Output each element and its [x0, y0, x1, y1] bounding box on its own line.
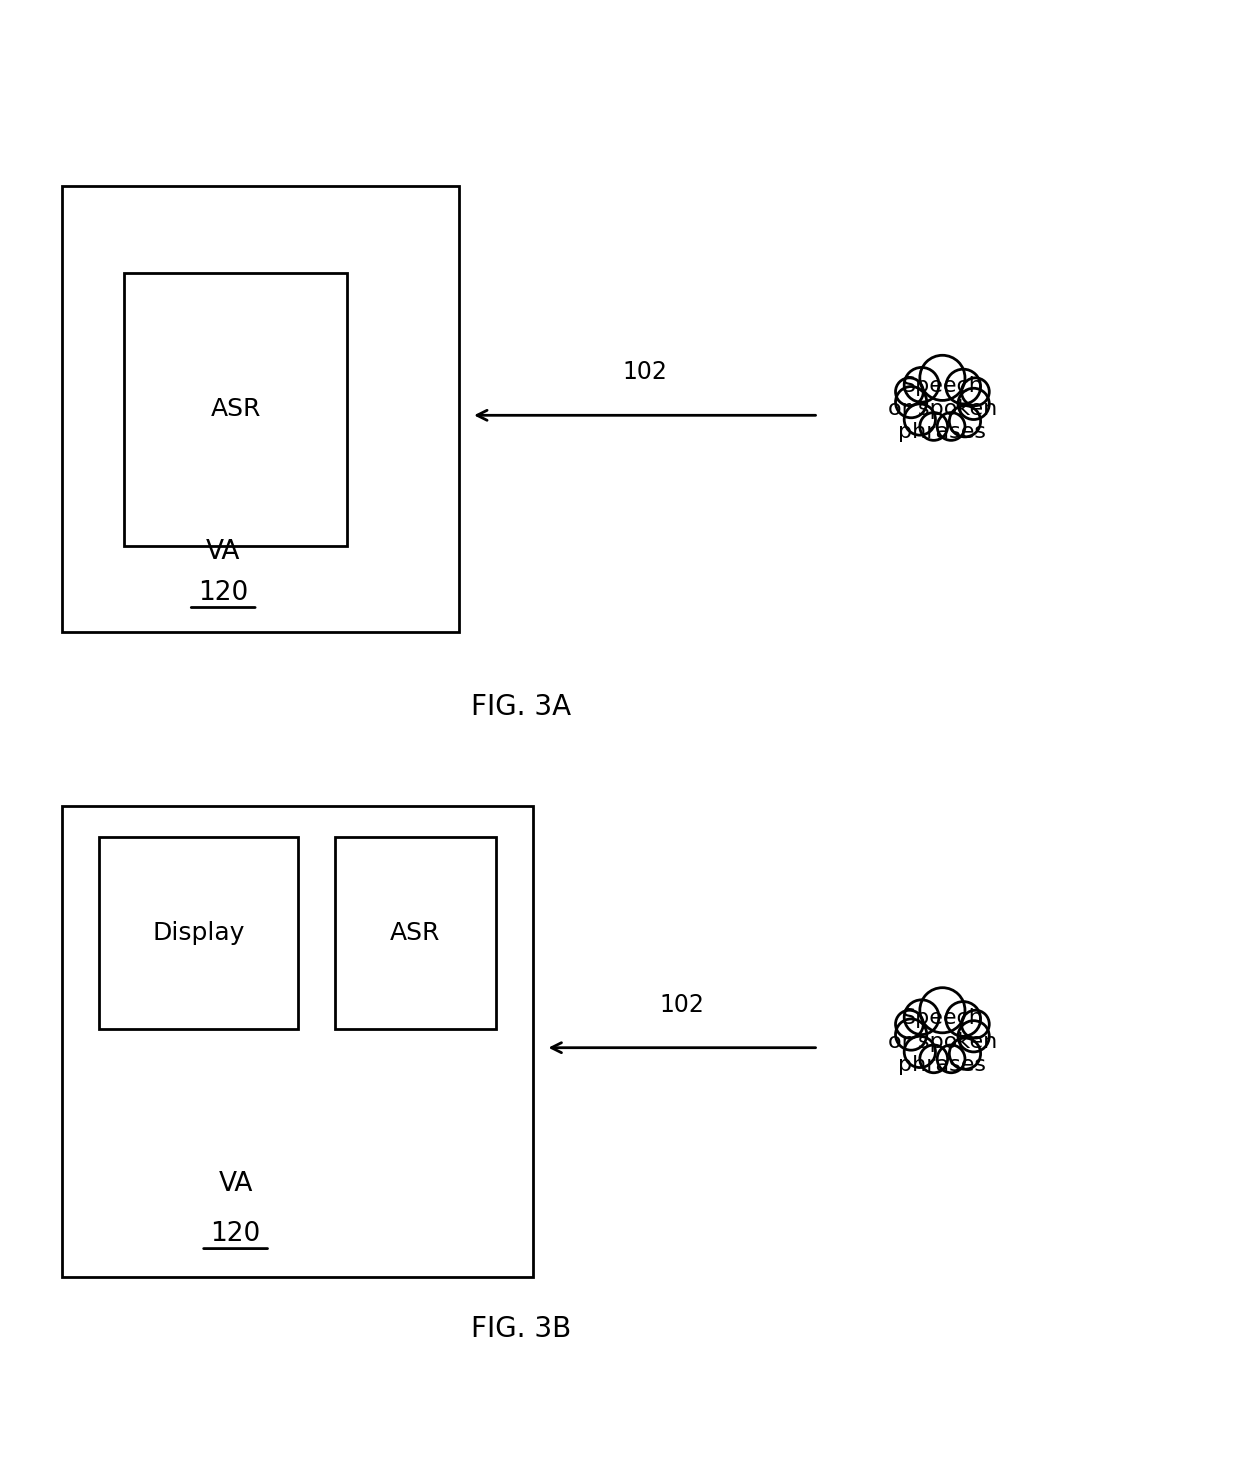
Circle shape	[904, 404, 935, 435]
Circle shape	[920, 988, 965, 1033]
Circle shape	[937, 413, 965, 440]
Text: VA: VA	[218, 1170, 253, 1197]
Circle shape	[904, 999, 939, 1034]
FancyBboxPatch shape	[99, 837, 298, 1028]
Circle shape	[920, 413, 947, 440]
Text: ASR: ASR	[391, 922, 440, 945]
Text: ASR: ASR	[211, 396, 260, 421]
FancyBboxPatch shape	[124, 272, 347, 546]
Circle shape	[904, 367, 939, 402]
FancyBboxPatch shape	[62, 186, 459, 632]
Text: Display: Display	[153, 922, 244, 945]
Circle shape	[895, 386, 926, 418]
Circle shape	[937, 1045, 965, 1072]
Circle shape	[946, 1002, 981, 1036]
Circle shape	[961, 377, 990, 405]
Text: FIG. 3B: FIG. 3B	[471, 1315, 570, 1343]
Circle shape	[961, 1011, 990, 1039]
Circle shape	[920, 356, 965, 401]
Circle shape	[959, 1021, 990, 1052]
Text: Speech
or spoken
phrases: Speech or spoken phrases	[888, 1008, 997, 1075]
Text: VA: VA	[206, 538, 241, 565]
Circle shape	[959, 388, 990, 420]
Circle shape	[950, 405, 981, 437]
Circle shape	[904, 1036, 935, 1068]
Text: Speech
or spoken
phrases: Speech or spoken phrases	[888, 376, 997, 442]
Circle shape	[946, 369, 981, 404]
Circle shape	[895, 377, 924, 405]
FancyBboxPatch shape	[335, 837, 496, 1028]
FancyBboxPatch shape	[62, 806, 533, 1277]
Circle shape	[920, 1045, 947, 1072]
Circle shape	[895, 1018, 926, 1050]
Circle shape	[950, 1039, 981, 1069]
Text: 102: 102	[660, 993, 704, 1017]
Text: 120: 120	[198, 579, 248, 606]
Circle shape	[895, 1011, 924, 1039]
Text: 120: 120	[211, 1220, 260, 1246]
Text: FIG. 3A: FIG. 3A	[471, 692, 570, 721]
Text: 102: 102	[622, 360, 667, 385]
